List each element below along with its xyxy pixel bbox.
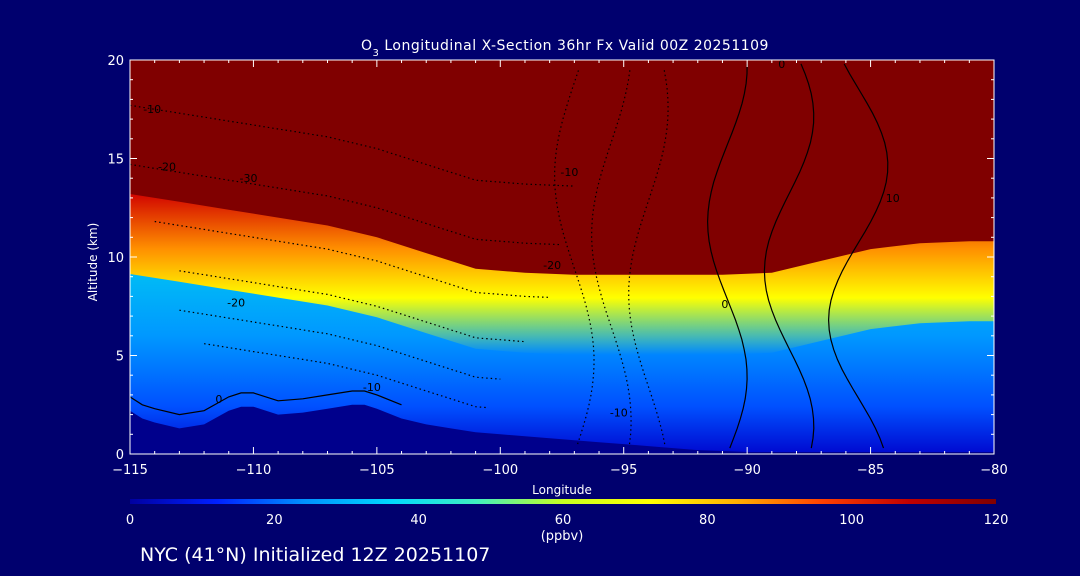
y-tick-label: 5 [116, 350, 124, 365]
contour-label: -10 [143, 103, 161, 116]
chart-title: O3 Longitudinal X-Section 36hr Fx Valid … [361, 38, 769, 59]
colorbar-tick-label: 60 [555, 513, 572, 528]
contour-line-zero-surface [130, 390, 402, 416]
contour-lines [130, 63, 889, 449]
colorbar-ticks: 0 20 40 60 80 100 120 [126, 513, 1009, 528]
x-tick-label: −90 [733, 463, 760, 478]
x-tick-label: −110 [236, 463, 272, 478]
x-axis: −115 −110 −105 −100 −95 −90 −85 −80 [112, 60, 1008, 478]
contour-label: -30 [240, 172, 258, 185]
contour-label: -20 [158, 160, 176, 173]
contour-labels: -10 -20 -30 -10 -20 -20 -10 -10 0 0 0 10 [143, 58, 900, 420]
footer-init-info: NYC (41°N) Initialized 12Z 20251107 [140, 544, 490, 566]
y-tick-label: 10 [107, 251, 124, 266]
contour-label: -10 [610, 407, 628, 420]
contour-label: 0 [721, 298, 728, 311]
colorbar-tick-label: 20 [266, 513, 283, 528]
plot-area: -10 -20 -30 -10 -20 -20 -10 -10 0 0 0 10 [130, 58, 994, 454]
contour-line-negative [130, 104, 575, 187]
contour-line-negative [179, 309, 501, 380]
colorbar-tick-label: 40 [410, 513, 427, 528]
colorbar-tick-label: 120 [984, 513, 1009, 528]
contour-line-positive [763, 63, 815, 449]
contour-line-negative [130, 163, 563, 246]
colorbar-tick-label: 80 [699, 513, 716, 528]
colorbar-label: (ppbv) [541, 529, 584, 544]
colorbar: 0 20 40 60 80 100 120 (ppbv) [126, 499, 1009, 544]
colorbar-tick-label: 0 [126, 513, 134, 528]
y-axis: 0 5 10 15 20 [107, 54, 994, 463]
y-tick-label: 20 [107, 54, 124, 69]
contour-line-positive [827, 63, 889, 449]
contour-line-negative [590, 69, 632, 445]
contour-label: 10 [886, 192, 900, 205]
contour-line-negative [154, 220, 550, 298]
contour-line-positive [706, 63, 748, 449]
contour-label: -20 [543, 259, 561, 272]
contour-label: 0 [778, 58, 785, 71]
x-axis-label: Longitude [532, 483, 592, 497]
contour-label: 0 [215, 393, 222, 406]
x-tick-label: −80 [980, 463, 1007, 478]
contour-line-negative [553, 69, 595, 445]
x-tick-label: −95 [610, 463, 637, 478]
y-axis-label: Altitude (km) [86, 223, 100, 302]
terrain [130, 404, 994, 454]
contour-label: -20 [227, 296, 245, 309]
y-tick-label: 15 [107, 153, 124, 168]
y-tick-label: 0 [116, 448, 124, 463]
colorbar-bar [130, 499, 996, 504]
x-tick-label: −105 [359, 463, 395, 478]
contour-label: -10 [363, 381, 381, 394]
contour-label: -10 [560, 166, 578, 179]
stratospheric-ozone-region [130, 60, 994, 275]
x-tick-label: −115 [112, 463, 148, 478]
x-tick-label: −100 [482, 463, 518, 478]
colorbar-tick-label: 100 [839, 513, 864, 528]
x-tick-label: −85 [857, 463, 884, 478]
